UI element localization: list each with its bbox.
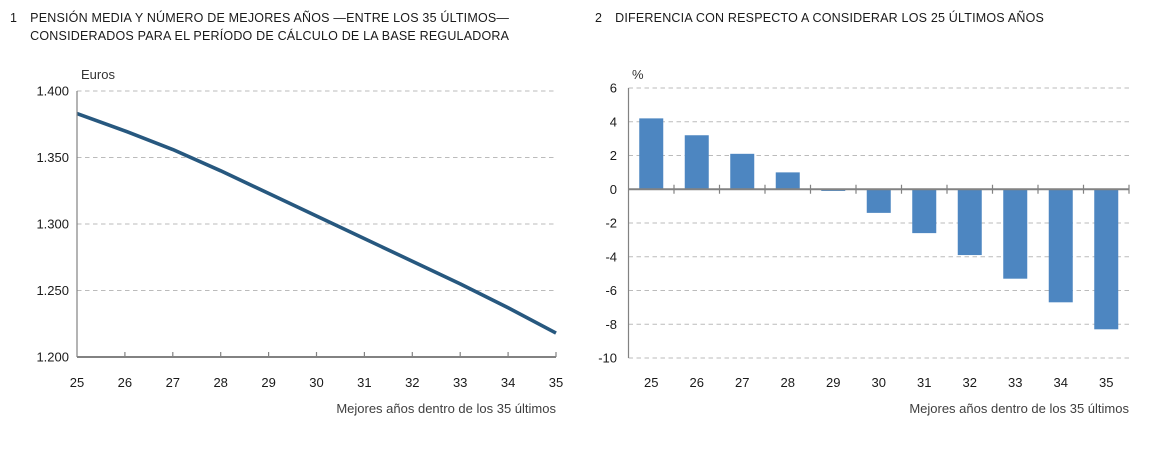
bar-25 [639, 118, 664, 190]
bar-31 [912, 189, 937, 234]
bar-26 [684, 135, 709, 190]
bar-28 [775, 172, 800, 190]
x-tick-label: 30 [309, 375, 323, 390]
pension-chart-panel: 1 PENSIÓN MEDIA Y NÚMERO DE MEJORES AÑOS… [0, 0, 583, 459]
unit-label: % [632, 67, 644, 82]
y-tick-label: 0 [610, 182, 617, 197]
chart-title-text-1: PENSIÓN MEDIA Y NÚMERO DE MEJORES AÑOS —… [30, 11, 510, 43]
y-tick-label: -10 [598, 351, 617, 366]
x-tick-label: 34 [501, 375, 515, 390]
x-tick-label: 29 [826, 375, 840, 390]
bar-27 [730, 153, 755, 190]
y-tick-label: 1.300 [36, 217, 69, 232]
x-tick-label: 32 [405, 375, 419, 390]
x-tick-label: 34 [1054, 375, 1068, 390]
x-tick-label: 31 [357, 375, 371, 390]
difference-chart-panel: 2 DIFERENCIA CON RESPECTO A CONSIDERAR L… [583, 0, 1167, 459]
x-tick-label: 26 [118, 375, 132, 390]
bar-32 [957, 189, 982, 256]
chart-number-2: 2 [595, 11, 603, 25]
bar-33 [1003, 189, 1028, 279]
y-tick-label: 1.400 [36, 84, 69, 99]
x-tick-label: 28 [213, 375, 227, 390]
x-tick-label: 32 [963, 375, 977, 390]
y-tick-label: 6 [610, 81, 617, 96]
chart-title-1: 1 PENSIÓN MEDIA Y NÚMERO DE MEJORES AÑOS… [10, 9, 542, 45]
chart-number-1: 1 [10, 11, 18, 25]
y-tick-label: 1.250 [36, 283, 69, 298]
y-tick-label: 4 [610, 114, 617, 129]
y-tick-label: 2 [610, 148, 617, 163]
x-axis-caption: Mejores años dentro de los 35 últimos [336, 401, 556, 416]
x-tick-label: 26 [690, 375, 704, 390]
x-tick-label: 28 [781, 375, 795, 390]
y-tick-label: -4 [605, 249, 617, 264]
bar-34 [1048, 189, 1073, 303]
x-tick-label: 33 [1008, 375, 1022, 390]
y-tick-label: -6 [605, 283, 617, 298]
x-tick-label: 31 [917, 375, 931, 390]
chart-title-text-2: DIFERENCIA CON RESPECTO A CONSIDERAR LOS… [615, 11, 1045, 25]
bar-30 [866, 189, 891, 213]
difference-bar-chart: % 6 4 2 0 -2 -4 -6 -8 -10 25 26 27 28 29 30 31 32 33 34 35 Me… [598, 67, 1130, 416]
y-tick-label: 1.350 [36, 150, 69, 165]
x-tick-label: 27 [166, 375, 180, 390]
x-tick-label: 35 [1099, 375, 1113, 390]
x-axis-caption: Mejores años dentro de los 35 últimos [909, 401, 1129, 416]
x-tick-label: 35 [549, 375, 563, 390]
y-tick-label: 1.200 [36, 350, 69, 365]
unit-label: Euros [81, 67, 115, 82]
x-tick-label: 29 [261, 375, 275, 390]
x-tick-label: 25 [644, 375, 658, 390]
pension-line-series [76, 111, 557, 335]
chart-title-2: 2 DIFERENCIA CON RESPECTO A CONSIDERAR L… [595, 9, 1155, 27]
x-tick-label: 30 [872, 375, 886, 390]
x-tick-label: 27 [735, 375, 749, 390]
x-tick-label: 25 [70, 375, 84, 390]
bar-35 [1094, 189, 1119, 330]
y-tick-label: -8 [605, 317, 617, 332]
x-tick-label: 33 [453, 375, 467, 390]
y-tick-label: -2 [605, 216, 617, 231]
